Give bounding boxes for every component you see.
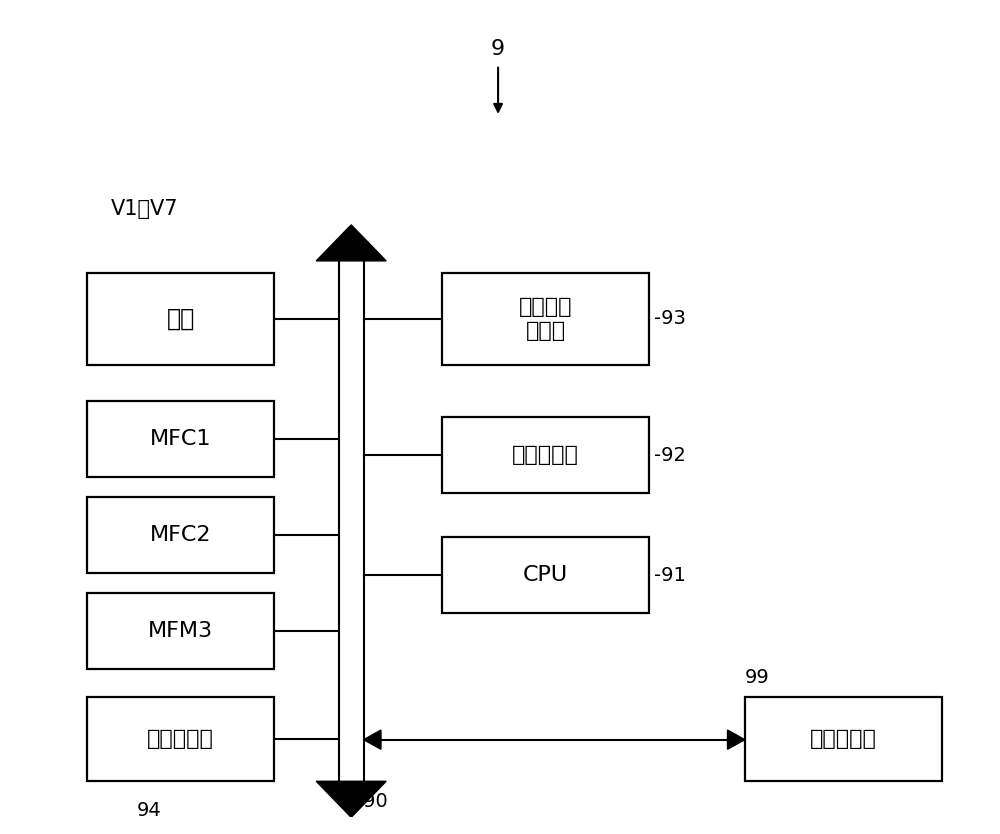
Bar — [87, 697, 274, 781]
Polygon shape — [316, 225, 386, 261]
Text: 上级计算机: 上级计算机 — [810, 729, 877, 749]
Bar — [745, 697, 942, 781]
Text: MFM3: MFM3 — [148, 621, 213, 641]
Text: 9: 9 — [491, 38, 505, 58]
Text: V1～V7: V1～V7 — [111, 198, 179, 219]
Bar — [87, 401, 274, 477]
Text: 94: 94 — [137, 801, 162, 821]
Bar — [442, 417, 649, 493]
Bar — [442, 537, 649, 613]
Polygon shape — [364, 730, 381, 749]
Text: CPU: CPU — [523, 565, 568, 585]
Text: -93: -93 — [654, 309, 685, 328]
Bar — [442, 273, 649, 365]
Text: 压力调整部: 压力调整部 — [147, 729, 214, 749]
Text: -92: -92 — [654, 446, 685, 465]
Text: 处理方案
存储器: 处理方案 存储器 — [519, 298, 572, 340]
Bar — [87, 593, 274, 669]
Text: -90: -90 — [356, 791, 388, 811]
Text: 程序存储部: 程序存储部 — [512, 445, 579, 465]
Text: 99: 99 — [745, 668, 770, 686]
Bar — [87, 273, 274, 365]
Bar — [87, 497, 274, 573]
Polygon shape — [728, 730, 745, 749]
Polygon shape — [316, 781, 386, 817]
Text: -91: -91 — [654, 566, 685, 585]
Text: MFC2: MFC2 — [150, 525, 212, 545]
Text: MFC1: MFC1 — [150, 429, 212, 449]
Text: 阀组: 阀组 — [167, 307, 195, 331]
